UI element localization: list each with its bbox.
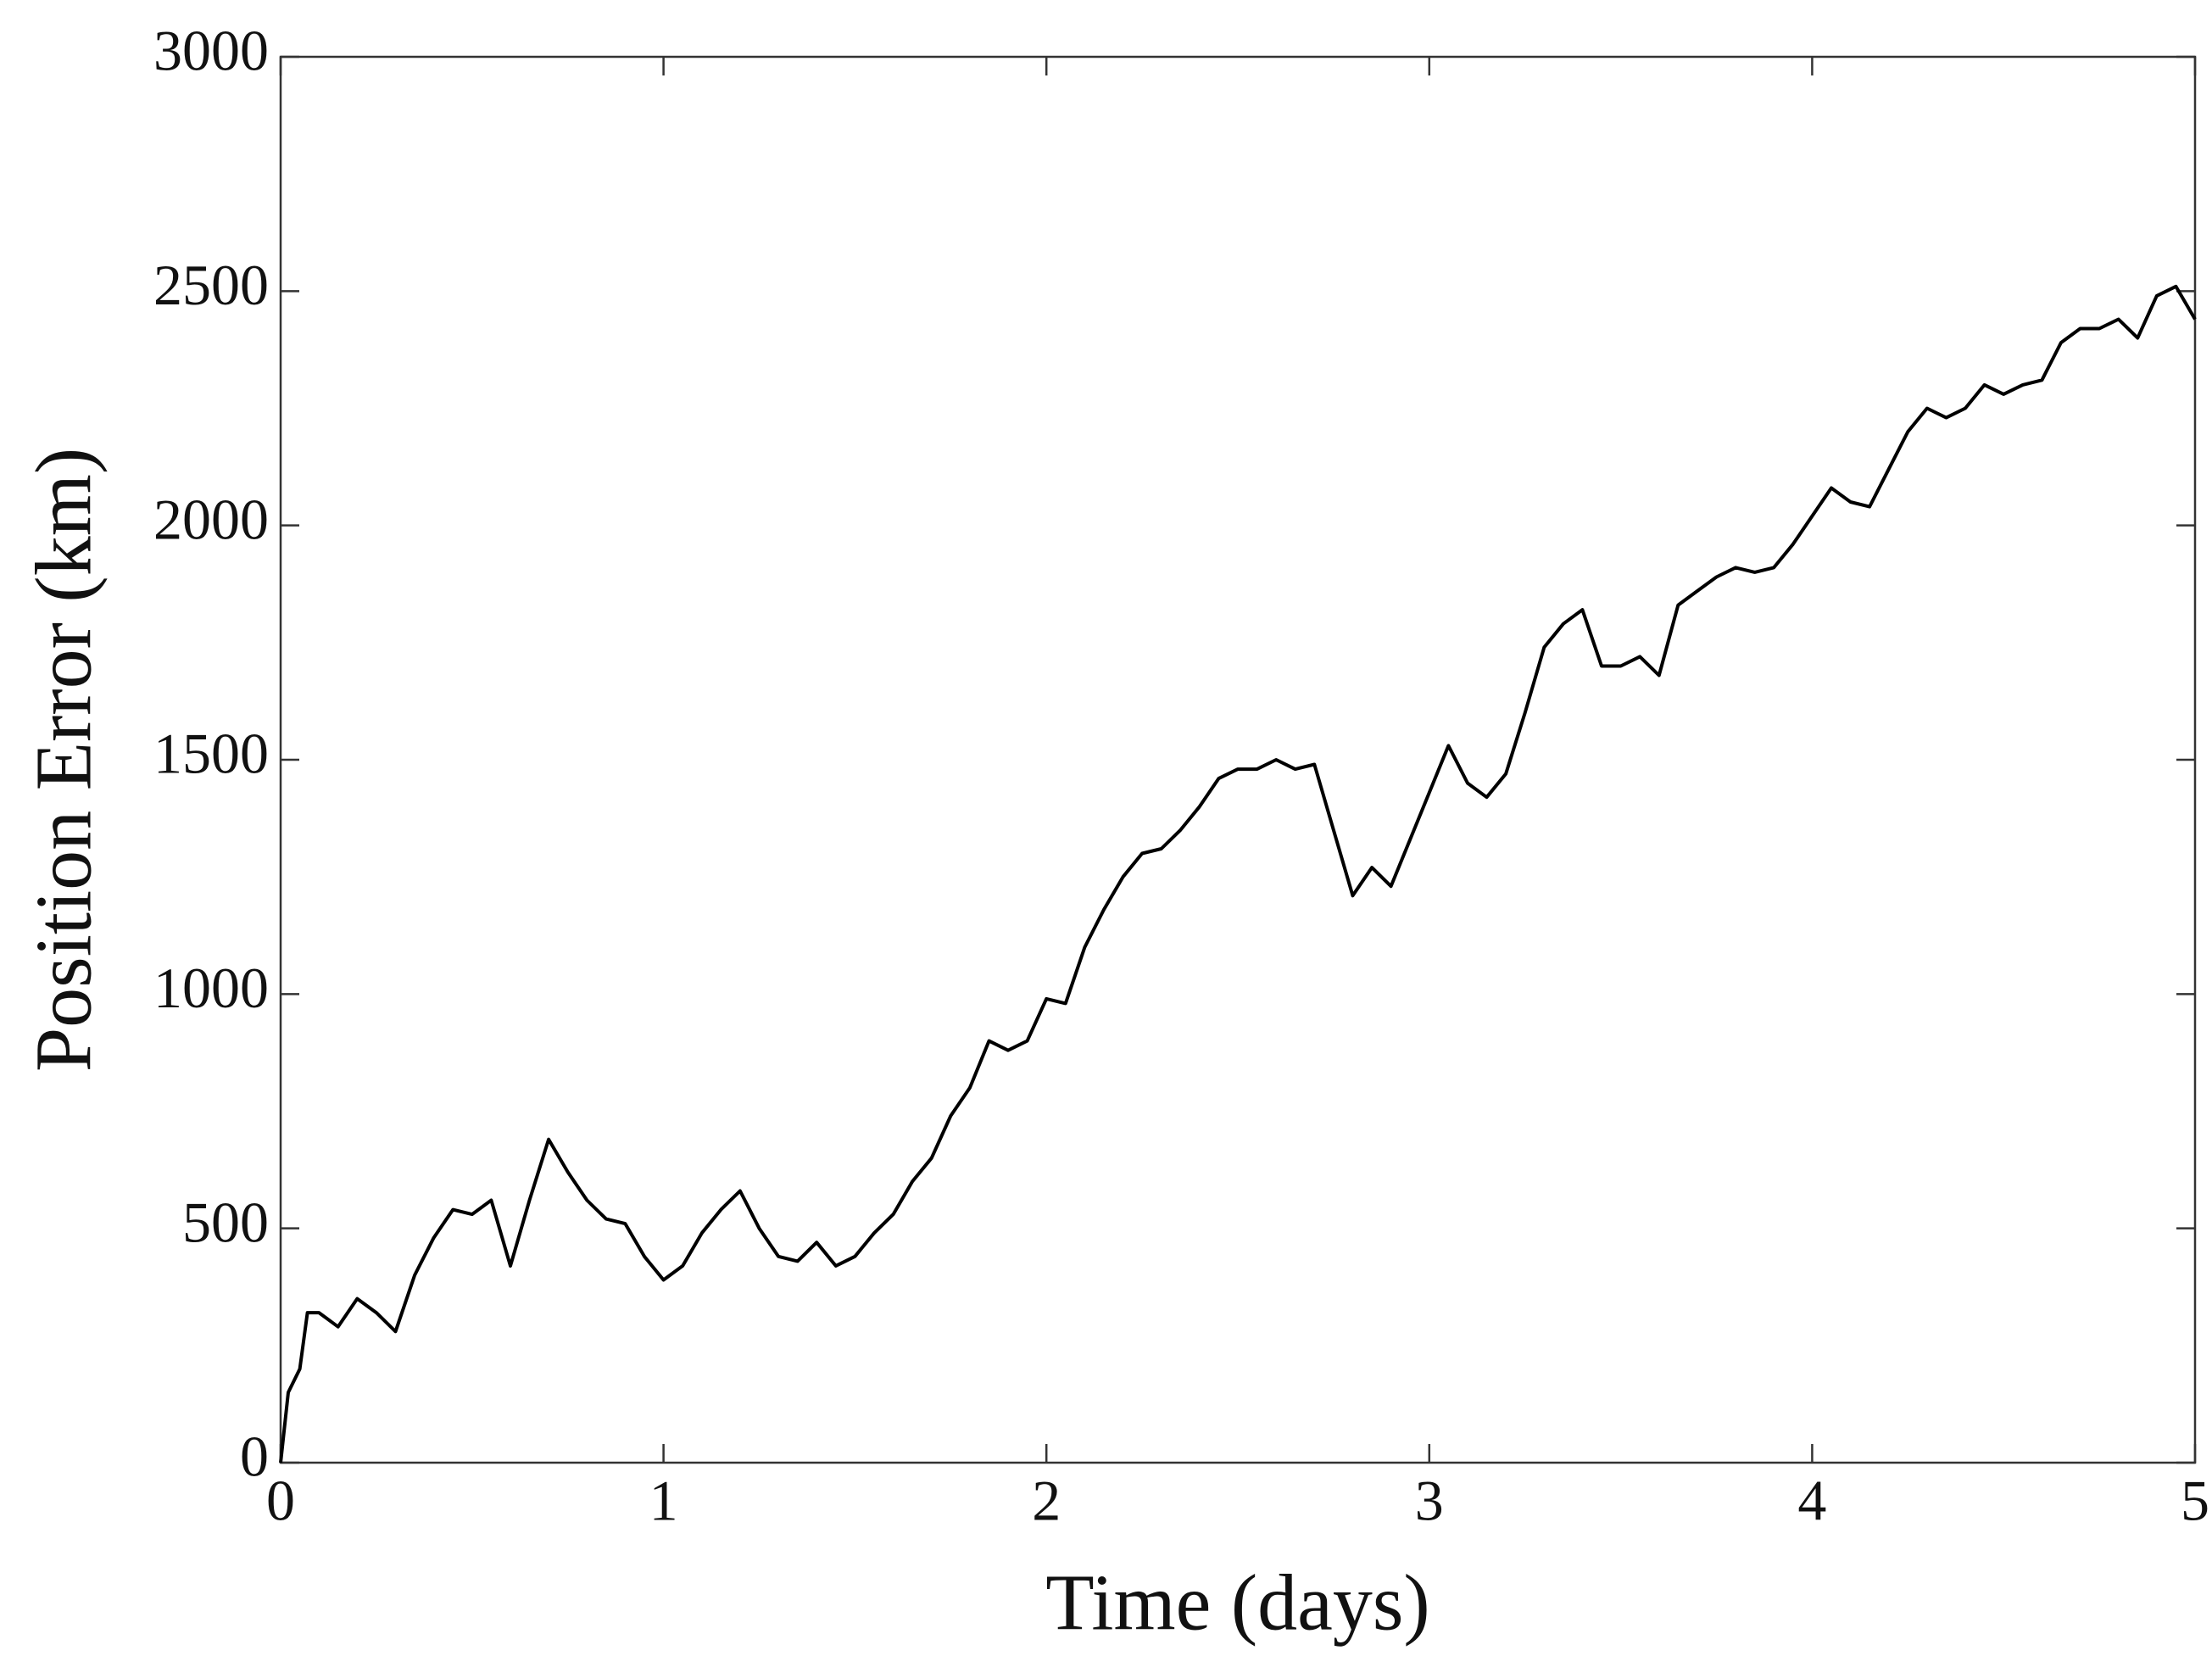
y-tick-label: 500	[182, 1190, 269, 1254]
x-tick-label: 5	[2181, 1469, 2209, 1533]
x-tick-label: 3	[1415, 1469, 1444, 1533]
y-tick-label: 1500	[153, 722, 269, 786]
x-axis-label: Time (days)	[1045, 1559, 1429, 1648]
x-tick-label: 1	[649, 1469, 678, 1533]
x-tick-label: 4	[1797, 1469, 1826, 1533]
y-axis-label: Position Error (km)	[20, 448, 109, 1072]
y-tick-label: 2000	[153, 487, 269, 551]
y-tick-label: 2500	[153, 253, 269, 317]
y-tick-label: 3000	[153, 19, 269, 83]
y-tick-label: 0	[240, 1425, 269, 1489]
plot-frame	[279, 55, 2197, 1464]
data-line	[279, 284, 2197, 1464]
x-tick-label: 0	[266, 1469, 295, 1533]
x-tick-label: 2	[1032, 1469, 1061, 1533]
y-tick-label: 1000	[153, 956, 269, 1020]
